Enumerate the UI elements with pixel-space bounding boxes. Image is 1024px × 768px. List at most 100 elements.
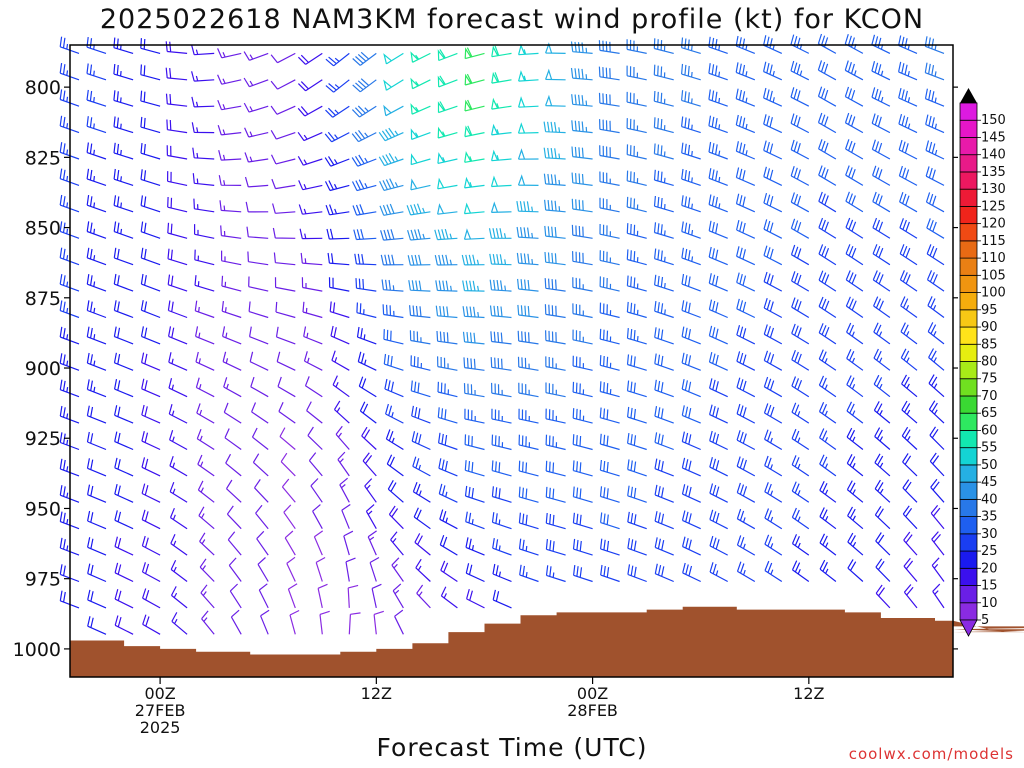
wind-barb (414, 533, 431, 556)
wind-barb (845, 296, 864, 318)
x-tick-label: 12Z (793, 684, 824, 703)
credit-text[interactable]: coolwx.com/models (848, 745, 1014, 763)
wind-barb (113, 247, 134, 266)
wind-barb (463, 202, 485, 215)
wind-barb (462, 331, 485, 345)
wind-barb (708, 351, 728, 371)
colorbar-cell (959, 154, 978, 173)
wind-barb (681, 300, 701, 319)
wind-barb (626, 275, 647, 292)
wind-barb (902, 505, 918, 530)
wind-barb (681, 142, 701, 160)
wind-barb (167, 171, 188, 186)
chart-title: 2025022618 NAM3KM forecast wind profile … (99, 4, 925, 35)
wind-barb (140, 64, 161, 81)
wind-barb (192, 173, 215, 186)
wind-barb (492, 538, 512, 556)
wind-barb (86, 379, 107, 398)
wind-barb (439, 534, 458, 556)
wind-barb (899, 192, 918, 213)
wind-barb (270, 154, 296, 165)
wind-barb (325, 52, 350, 67)
wind-barb (545, 94, 566, 107)
wind-barb (736, 219, 756, 239)
wind-barb (764, 482, 783, 503)
wind-barb (218, 175, 242, 186)
wind-barb (544, 225, 566, 239)
wind-barb (763, 192, 783, 213)
wind-barb (572, 538, 593, 556)
wind-barb (875, 532, 891, 556)
wind-barb (325, 105, 350, 118)
wind-barb (931, 557, 945, 582)
wind-barb (654, 511, 674, 530)
wind-barb (488, 228, 512, 239)
wind-barb (627, 564, 647, 583)
wind-barb (681, 457, 701, 477)
wind-barb (371, 583, 382, 609)
wind-barb (191, 44, 215, 56)
wind-barb (572, 329, 593, 345)
wind-barb (383, 329, 404, 345)
wind-barb (286, 556, 296, 582)
wind-barb (926, 218, 945, 239)
colorbar-cell (959, 137, 978, 156)
wind-barb (464, 73, 485, 86)
wind-barb (626, 328, 647, 345)
plot-area (70, 45, 953, 677)
wind-barb (383, 52, 404, 65)
wind-barb (141, 431, 161, 451)
wind-barb (626, 223, 647, 239)
wind-barb (929, 452, 945, 477)
wind-barb (681, 90, 701, 107)
wind-barb (197, 480, 215, 503)
wind-barb (516, 226, 539, 239)
wind-barb (86, 221, 107, 239)
wind-barb (517, 148, 539, 160)
wind-barb (199, 558, 215, 582)
wind-barb (489, 253, 512, 266)
wind-barb (250, 376, 269, 398)
wind-barb (113, 142, 134, 160)
colorbar-cell (959, 223, 978, 242)
y-tick-label: 1000 (13, 639, 61, 661)
wind-barb (626, 118, 647, 134)
wind-barb (272, 203, 296, 214)
wind-barb (735, 88, 756, 107)
wind-barb (845, 165, 864, 186)
wind-barb (464, 434, 485, 451)
wind-barb (571, 224, 593, 239)
wind-barb (545, 68, 566, 81)
wind-barb (844, 60, 864, 81)
wind-barb (626, 380, 647, 398)
wind-barb (86, 300, 107, 319)
wind-barb (763, 61, 783, 81)
wind-barb (113, 90, 134, 107)
wind-barb (736, 325, 756, 345)
wind-barb (516, 252, 539, 266)
wind-barb (626, 170, 647, 186)
wind-barb (271, 178, 296, 190)
wind-barb (287, 583, 298, 609)
wind-barb (736, 430, 756, 451)
y-tick-label: 925 (25, 428, 61, 450)
wind-barb (818, 165, 837, 186)
wind-barb (113, 37, 134, 54)
wind-barb (491, 486, 512, 503)
wind-barb (114, 615, 134, 635)
wind-barb (681, 431, 701, 451)
wind-barb (517, 174, 539, 186)
wind-barb (277, 376, 296, 398)
wind-barb (736, 377, 756, 398)
wind-barb (845, 191, 864, 213)
wind-barb (359, 401, 377, 424)
y-tick-label: 875 (25, 288, 61, 310)
wind-barb (874, 479, 891, 503)
wind-barb (872, 217, 891, 239)
colorbar-label: 15 (981, 579, 998, 594)
wind-barb (390, 531, 404, 556)
wind-barb (169, 481, 188, 503)
wind-barb (223, 402, 242, 424)
wind-barb (763, 219, 783, 239)
wind-barb (735, 35, 756, 54)
